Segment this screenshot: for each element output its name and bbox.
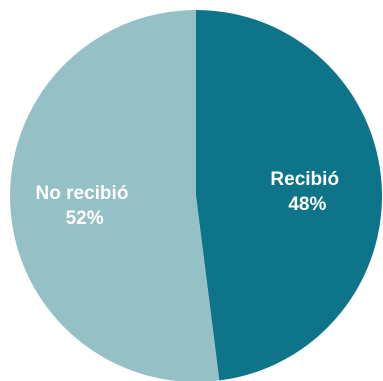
slice-name-recibio: Recibió [270, 169, 339, 190]
pie-labels: Recibió 48% No recibió 52% [36, 169, 344, 229]
pie-slice-no-recibio [9, 10, 220, 381]
pie-slices [9, 10, 383, 381]
slice-label-recibio: Recibió 48% [270, 169, 344, 215]
slice-label-no-recibio: No recibió 52% [36, 183, 134, 229]
slice-name-no-recibio: No recibió [36, 183, 129, 204]
pie-slice-recibio [196, 10, 383, 381]
slice-value-no-recibio: 52% [66, 208, 104, 229]
slice-value-recibio: 48% [288, 194, 326, 215]
